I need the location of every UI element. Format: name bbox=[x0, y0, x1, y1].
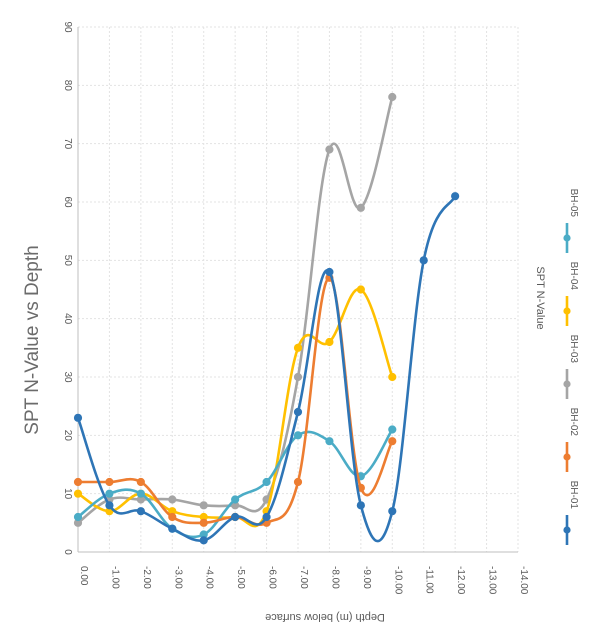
data-point-bh-01 bbox=[356, 501, 365, 510]
data-point-bh-03 bbox=[168, 495, 177, 504]
depth-tick-label: -9.00 bbox=[361, 566, 372, 589]
data-point-bh-03 bbox=[325, 145, 334, 154]
data-point-bh-05 bbox=[105, 489, 114, 498]
data-point-bh-02 bbox=[293, 477, 303, 487]
data-point-bh-01 bbox=[231, 512, 240, 522]
depth-tick-label: -11.00 bbox=[424, 566, 435, 594]
data-point-bh-01 bbox=[293, 407, 303, 417]
value-tick-label: 10 bbox=[62, 488, 73, 500]
data-point-bh-03 bbox=[388, 92, 397, 102]
depth-tick-label: -7.00 bbox=[298, 566, 309, 589]
data-point-bh-04 bbox=[293, 343, 303, 352]
data-point-bh-01 bbox=[199, 536, 208, 545]
data-point-bh-04 bbox=[356, 285, 365, 294]
chart-title: SPT N-Value vs Depth bbox=[22, 245, 43, 434]
data-point-bh-02 bbox=[199, 518, 208, 527]
series-layer bbox=[73, 92, 460, 545]
data-point-bh-05 bbox=[73, 512, 83, 522]
value-tick-label: 60 bbox=[62, 196, 73, 208]
data-point-bh-03 bbox=[199, 501, 208, 510]
data-point-bh-05 bbox=[136, 489, 145, 498]
data-point-bh-04 bbox=[73, 489, 83, 498]
gridlines bbox=[78, 26, 519, 552]
legend-marker-bh-01 bbox=[563, 526, 571, 534]
tick-labels: 0.00 -1.00 -2.00 -3.00 -4.00 -5.00 -6.00 -7.00 -… bbox=[62, 21, 529, 594]
value-tick-label: 0 bbox=[62, 549, 73, 555]
depth-tick-label: -8.00 bbox=[329, 566, 340, 589]
data-point-bh-04 bbox=[325, 337, 334, 347]
legend-label-bh-02: BH-02 bbox=[568, 408, 579, 437]
legend: SPT N-Value BH-01 BH-02 BH-03 BH-04 BH-05 bbox=[534, 189, 579, 545]
legend-title: SPT N-Value bbox=[534, 266, 546, 329]
data-point-bh-04 bbox=[388, 372, 397, 382]
depth-tick-label: -4.00 bbox=[204, 566, 215, 589]
legend-label-bh-01: BH-01 bbox=[568, 481, 579, 510]
data-point-bh-03 bbox=[356, 203, 365, 212]
depth-tick-label: -6.00 bbox=[267, 566, 278, 589]
data-point-bh-01 bbox=[262, 512, 271, 522]
data-point-bh-01 bbox=[168, 524, 177, 533]
data-point-bh-01 bbox=[419, 256, 428, 265]
data-point-bh-05 bbox=[231, 495, 240, 504]
legend-label-bh-03: BH-03 bbox=[568, 335, 579, 364]
data-point-bh-01 bbox=[451, 192, 460, 201]
data-point-bh-02 bbox=[105, 477, 114, 487]
depth-tick-label: -10.00 bbox=[392, 566, 403, 595]
legend-marker-bh-03 bbox=[563, 380, 571, 388]
depth-tick-label: -2.00 bbox=[141, 566, 152, 589]
value-tick-label: 70 bbox=[62, 138, 73, 150]
data-point-bh-01 bbox=[388, 507, 397, 516]
value-tick-label: 30 bbox=[62, 371, 73, 383]
value-tick-label: 50 bbox=[62, 255, 73, 267]
value-tick-label: 80 bbox=[62, 80, 73, 92]
data-point-bh-05 bbox=[388, 425, 397, 434]
legend-label-bh-05: BH-05 bbox=[568, 189, 579, 218]
legend-marker-bh-05 bbox=[563, 234, 571, 242]
depth-tick-label: -13.00 bbox=[487, 566, 498, 595]
data-point-bh-01 bbox=[105, 501, 114, 510]
depth-tick-label: -5.00 bbox=[235, 566, 246, 589]
data-point-bh-02 bbox=[136, 477, 145, 487]
data-point-bh-03 bbox=[293, 372, 303, 382]
data-point-bh-02 bbox=[388, 437, 397, 446]
depth-tick-label: -3.00 bbox=[172, 566, 183, 589]
value-tick-label: 40 bbox=[62, 313, 73, 325]
depth-tick-label: -14.00 bbox=[518, 566, 529, 595]
data-point-bh-02 bbox=[168, 512, 177, 522]
data-point-bh-01 bbox=[73, 413, 83, 422]
data-point-bh-01 bbox=[325, 267, 334, 277]
value-tick-label: 90 bbox=[62, 21, 73, 33]
x-axis-title: Depth (m) below surface bbox=[265, 611, 385, 623]
legend-marker-bh-02 bbox=[563, 453, 571, 461]
data-point-bh-05 bbox=[293, 431, 303, 440]
data-point-bh-01 bbox=[136, 507, 145, 516]
depth-tick-label: -12.00 bbox=[455, 566, 466, 595]
depth-tick-label: 0.00 bbox=[78, 566, 89, 586]
depth-tick-label: -1.00 bbox=[109, 566, 120, 589]
data-point-bh-05 bbox=[262, 477, 271, 487]
data-point-bh-05 bbox=[325, 437, 334, 446]
data-point-bh-02 bbox=[73, 477, 83, 487]
value-tick-label: 20 bbox=[62, 430, 73, 442]
axes bbox=[77, 27, 518, 553]
legend-marker-bh-04 bbox=[563, 307, 571, 315]
legend-label-bh-04: BH-04 bbox=[568, 262, 579, 291]
